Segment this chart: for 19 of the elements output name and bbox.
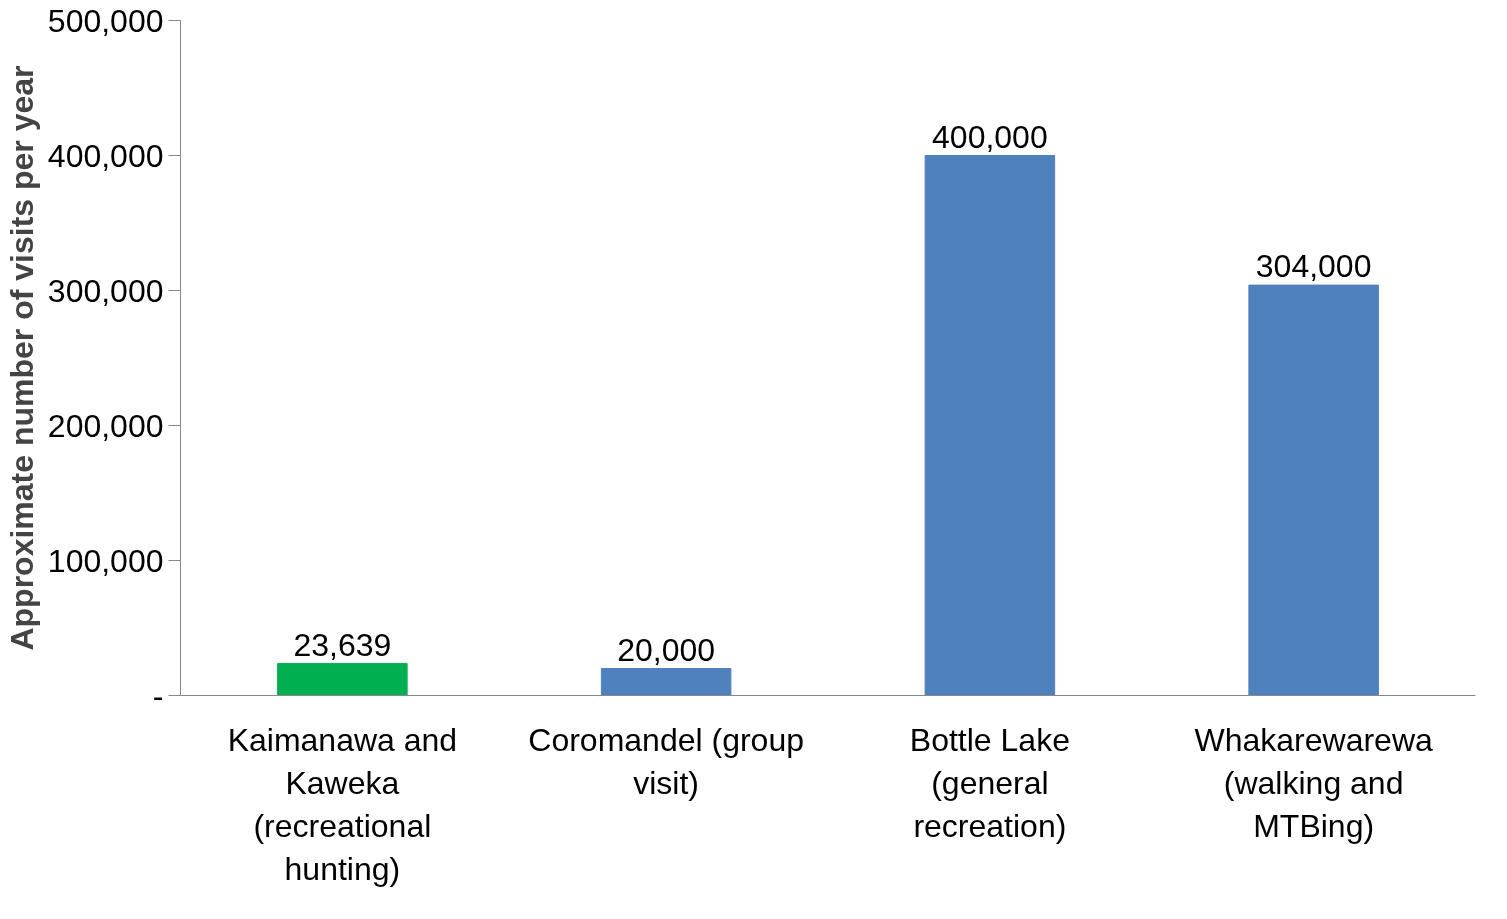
bar bbox=[277, 663, 408, 696]
bar bbox=[924, 155, 1056, 696]
x-tick-label: Bottle Lake (general recreation) bbox=[909, 721, 1070, 844]
y-tick-label: 500,000 bbox=[47, 2, 164, 39]
y-tick-label: 200,000 bbox=[47, 407, 164, 444]
x-tick-label: Kaimanawa and Kaweka (recreational hunting) bbox=[227, 721, 458, 888]
y-tick-label: - bbox=[152, 677, 164, 714]
data-label: 304,000 bbox=[1255, 248, 1372, 285]
bar bbox=[600, 668, 732, 696]
data-label: 23,639 bbox=[293, 626, 392, 663]
y-axis-title: Approximate number of visits per year bbox=[3, 65, 40, 651]
x-tick-label: Coromandel (group visit) bbox=[528, 721, 804, 801]
y-tick-label: 300,000 bbox=[47, 272, 164, 309]
y-tick-label: 400,000 bbox=[47, 137, 164, 174]
x-tick-label: Whakarewarewa (walking and MTBing) bbox=[1194, 721, 1433, 844]
data-label: 400,000 bbox=[932, 118, 1048, 155]
y-tick-label: 100,000 bbox=[47, 542, 164, 579]
data-label: 20,000 bbox=[617, 631, 716, 668]
bar bbox=[1248, 284, 1379, 696]
